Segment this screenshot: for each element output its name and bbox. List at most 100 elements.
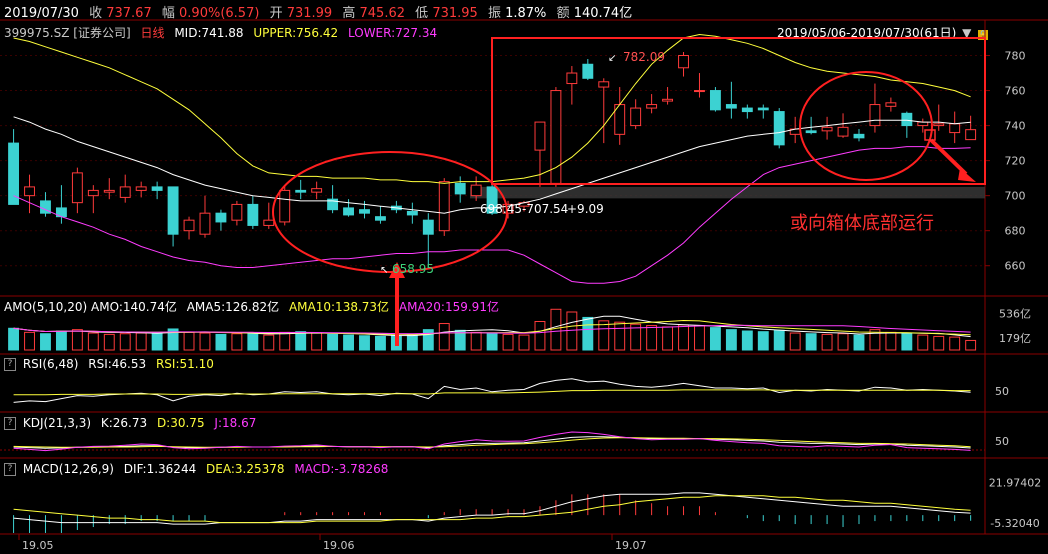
volume-bar <box>279 331 291 351</box>
volume-bar <box>869 329 881 351</box>
open-value: 731.99 <box>286 6 333 21</box>
up-arrow-head <box>389 262 405 278</box>
amp-label: 振 <box>487 6 501 21</box>
ama5-value: AMA5:126.82亿 <box>186 300 280 314</box>
rsi-fast-line <box>13 378 971 403</box>
amo-label: AMO(5,10,20) <box>4 300 88 314</box>
volume-bar <box>375 335 386 351</box>
high-label: 高 <box>342 6 356 21</box>
volume-bar <box>678 324 689 351</box>
kdj-d-line <box>13 437 971 448</box>
volume-bar <box>614 321 626 351</box>
volume-bar <box>103 333 115 351</box>
ama20-value: AMA20:159.91亿 <box>398 300 499 314</box>
candle-body <box>119 186 131 198</box>
box-range-rectangle <box>491 37 986 185</box>
volume-bar <box>8 327 20 351</box>
low-value: 731.95 <box>432 6 478 21</box>
low-label: 低 <box>415 6 429 21</box>
volume-bar <box>24 331 35 351</box>
amo-legend: AMO(5,10,20) AMO:140.74亿 AMA5:126.82亿 AM… <box>4 298 505 315</box>
kdj-j-line <box>13 431 971 452</box>
y-tick-label: 700 <box>1005 190 1026 203</box>
volume-bar <box>199 332 211 351</box>
volume-bar <box>773 329 785 351</box>
candle-body <box>327 198 339 211</box>
candle-body <box>502 203 514 214</box>
last-candle-marker <box>924 129 936 141</box>
candle-body <box>582 63 594 79</box>
header-bar: 2019/07/30 收 737.67 幅 0.90%(6.57) 开 731.… <box>4 2 638 21</box>
macd-dea-value: DEA:3.25378 <box>206 462 285 476</box>
dropdown-arrow-icon[interactable]: ▼ <box>962 26 972 40</box>
macd-label: MACD(12,26,9) <box>22 462 114 476</box>
security-code: 399975.SZ [证券公司] <box>4 26 131 40</box>
macd-value: MACD:-3.78268 <box>294 462 389 476</box>
volume-bar <box>630 323 642 351</box>
chg-label: 幅 <box>161 6 175 21</box>
close-label: 收 <box>89 6 103 21</box>
help-icon[interactable]: ? <box>4 417 16 430</box>
candle-body <box>247 203 259 226</box>
candle-body <box>869 104 881 127</box>
volume-bar <box>263 334 275 351</box>
help-icon[interactable]: ? <box>4 463 16 476</box>
volume-bar <box>965 339 977 351</box>
volume-bar <box>949 336 961 351</box>
candle-body <box>135 186 147 191</box>
annotations: ↙ 782.09 ↖ 658.95 698.45-707.54+9.09 或向箱体底部运行 <box>272 37 986 346</box>
volume-bar <box>183 331 195 351</box>
kdj-j-value: J:18.67 <box>214 416 257 430</box>
candle-body <box>359 209 370 214</box>
high-value: 745.62 <box>359 6 406 21</box>
volume-bar <box>709 327 721 351</box>
amo-tick-label: 179亿 <box>999 332 1031 345</box>
volume-bar <box>534 321 546 351</box>
help-icon[interactable]: ? <box>4 358 16 371</box>
volume-bar <box>167 328 179 351</box>
volume-bar <box>725 329 737 351</box>
macd-dif-line <box>13 492 971 525</box>
volume-bar <box>646 325 658 351</box>
candle-body <box>231 203 243 221</box>
y-tick-label: 720 <box>1005 155 1026 168</box>
ama10-value: AMA10:138.73亿 <box>288 300 390 314</box>
boll-mid-line <box>13 116 971 214</box>
candle-body <box>853 133 865 139</box>
volume-bar <box>757 331 769 351</box>
rsi-slow-line <box>13 389 971 396</box>
volume-bar <box>917 334 929 351</box>
volume-bar <box>71 329 83 351</box>
volume-bar <box>789 332 801 351</box>
candle-body <box>295 189 307 193</box>
candle-body <box>279 189 291 223</box>
candle-body <box>215 212 227 223</box>
highlight-ellipse <box>272 151 508 273</box>
volume-bar <box>550 308 562 351</box>
volume-bar <box>151 331 163 351</box>
volume-bar <box>359 335 370 351</box>
candle-body <box>709 90 721 111</box>
main-legend: 399975.SZ [证券公司] 日线 MID:741.88 UPPER:756… <box>4 24 443 41</box>
candle-body <box>422 219 434 235</box>
lock-icon[interactable]: 🔒 <box>978 30 989 40</box>
candle-body <box>183 219 195 232</box>
candle-body <box>678 55 689 69</box>
volume-bar <box>933 335 945 351</box>
volume-bar <box>87 332 99 351</box>
period-label[interactable]: 日线 <box>140 26 165 40</box>
x-tick-label: 19.05 <box>22 539 54 552</box>
candle-body <box>199 212 211 235</box>
open-label: 开 <box>269 6 283 21</box>
volume-bar <box>454 329 466 351</box>
range-readout[interactable]: 2019/05/06-2019/07/30(61日) ▼ 🔒 <box>777 24 989 41</box>
candle-body <box>805 130 817 134</box>
candlestick-plot <box>8 33 977 284</box>
candle-body <box>837 126 849 137</box>
candle-body <box>901 112 913 127</box>
candle-body <box>454 182 466 195</box>
volume-bar <box>486 332 498 351</box>
amo-plot <box>8 308 977 351</box>
kdj-plot <box>0 431 985 452</box>
